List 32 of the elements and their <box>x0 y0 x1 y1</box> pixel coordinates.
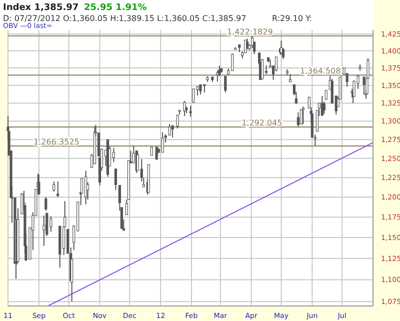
candlestick <box>324 90 328 100</box>
candlestick <box>161 132 164 153</box>
candlestick <box>52 180 56 192</box>
text: R:29.10 Y: <box>272 14 312 23</box>
chart-title: Index 1,385.97 <box>3 3 79 13</box>
candlestick <box>56 180 60 198</box>
candlestick <box>120 207 123 229</box>
candlestick <box>114 168 118 191</box>
text: 25.95 1.91% <box>84 3 147 13</box>
candlestick <box>199 84 202 96</box>
candlestick <box>50 216 52 232</box>
candlestick <box>140 158 143 182</box>
candlestick <box>112 147 116 163</box>
candlestick <box>231 53 234 72</box>
ref-line-label: 1,292.045 <box>242 118 282 128</box>
text: D: 07/27/2012 O:1,360.05 H:1,389.15 L:1,360.05 C:1,385.97 <box>3 14 246 23</box>
candlestick <box>296 112 300 128</box>
candlestick <box>300 109 302 124</box>
ref-line-label: 1,422.1829 <box>227 27 273 36</box>
candlestick <box>224 76 227 93</box>
candlestick <box>171 125 174 138</box>
candlestick <box>274 56 278 72</box>
candlestick <box>155 146 158 160</box>
candlestick <box>176 114 179 129</box>
candlestick <box>44 196 48 212</box>
candlestick <box>42 215 46 246</box>
candlestick <box>192 88 195 103</box>
candlestick <box>84 170 88 205</box>
candlestick <box>168 124 171 136</box>
ref-line-label: 1,266.3525 <box>34 138 80 147</box>
candlestick <box>302 106 304 125</box>
candlestick <box>189 105 192 118</box>
